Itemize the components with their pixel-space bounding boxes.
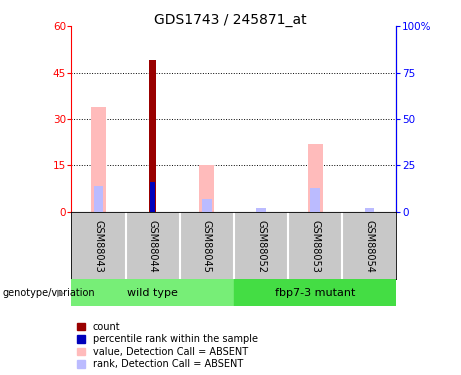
- Text: GDS1743 / 245871_at: GDS1743 / 245871_at: [154, 13, 307, 27]
- Text: GSM88053: GSM88053: [310, 220, 320, 273]
- Text: GSM88045: GSM88045: [202, 220, 212, 273]
- Bar: [150, 182, 155, 212]
- Text: GSM88043: GSM88043: [94, 220, 104, 273]
- Bar: [307, 144, 323, 212]
- Text: fbp7-3 mutant: fbp7-3 mutant: [275, 288, 355, 297]
- Bar: [199, 165, 214, 212]
- Text: GSM88044: GSM88044: [148, 220, 158, 273]
- Bar: [365, 208, 374, 212]
- FancyBboxPatch shape: [71, 279, 234, 306]
- Bar: [310, 188, 320, 212]
- Text: GSM88054: GSM88054: [364, 220, 374, 273]
- Bar: [256, 208, 266, 212]
- Legend: count, percentile rank within the sample, value, Detection Call = ABSENT, rank, : count, percentile rank within the sample…: [77, 321, 259, 370]
- FancyBboxPatch shape: [234, 279, 396, 306]
- Text: genotype/variation: genotype/variation: [2, 288, 95, 297]
- Text: wild type: wild type: [127, 288, 178, 297]
- Bar: [202, 199, 212, 212]
- Text: ▶: ▶: [57, 288, 65, 297]
- Bar: [94, 186, 103, 212]
- Bar: [91, 106, 106, 212]
- Bar: [149, 60, 156, 212]
- Text: GSM88052: GSM88052: [256, 220, 266, 273]
